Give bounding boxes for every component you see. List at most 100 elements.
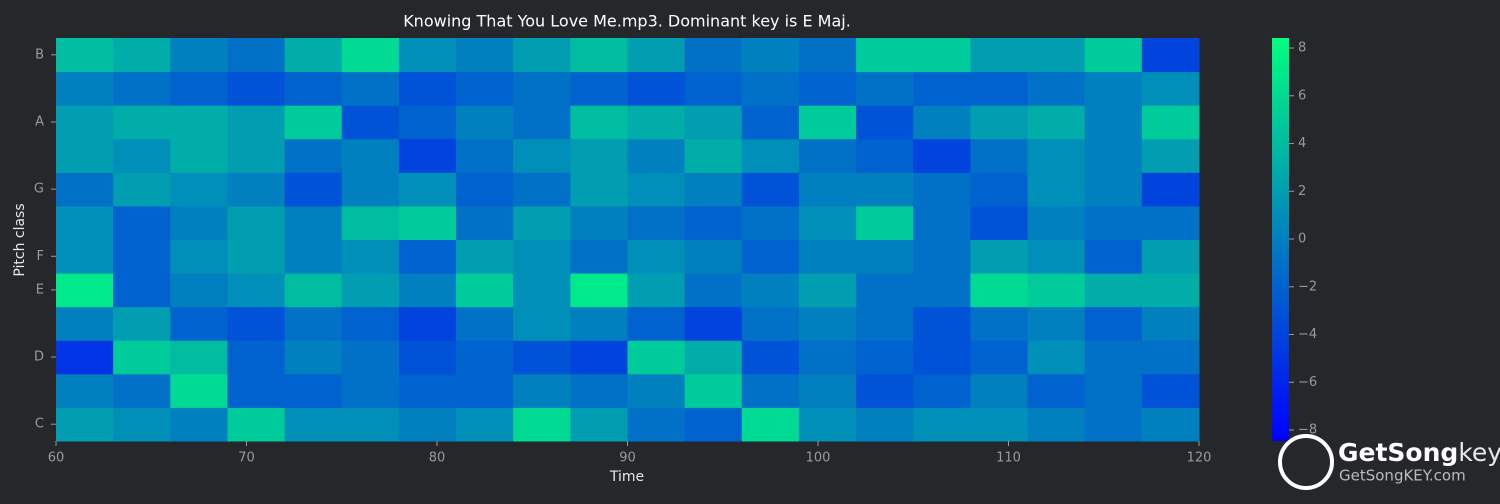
heat-cell — [627, 205, 686, 240]
heat-cell — [1027, 172, 1086, 207]
heat-cell — [570, 407, 628, 442]
heat-cell — [1141, 205, 1200, 240]
heat-cell — [513, 407, 571, 442]
x-tick-label: 90 — [619, 451, 636, 466]
heat-cell — [170, 340, 228, 375]
heat-cell — [113, 273, 171, 308]
heat-cell — [398, 273, 457, 308]
heat-cell — [341, 273, 400, 308]
heat-cell — [513, 138, 571, 173]
heat-cell — [1084, 239, 1143, 274]
heat-cell — [284, 239, 343, 274]
heat-cell — [227, 407, 286, 442]
heat-cell — [284, 373, 343, 408]
heat-cell — [798, 340, 857, 375]
heat-cell — [513, 105, 571, 140]
heat-cell — [970, 38, 1029, 73]
y-tick-label: A — [35, 114, 44, 129]
heat-cell — [570, 138, 628, 173]
heat-cell — [913, 340, 971, 375]
heat-cell — [341, 306, 400, 341]
heat-cell — [798, 71, 857, 106]
heat-cell — [570, 373, 628, 408]
heat-cell — [170, 373, 228, 408]
heat-cell — [456, 205, 514, 240]
heat-cell — [856, 205, 914, 240]
heat-cell — [741, 306, 800, 341]
heat-cell — [1084, 373, 1143, 408]
heat-cell — [1141, 71, 1200, 106]
y-tick-label: C — [35, 417, 44, 432]
heat-cell — [398, 138, 457, 173]
heat-cell — [456, 138, 514, 173]
heat-cell — [570, 172, 628, 207]
heat-cell — [513, 172, 571, 207]
heat-cell — [798, 373, 857, 408]
heat-cell — [741, 407, 800, 442]
heat-cell — [627, 71, 686, 106]
colorbar-tick-label: −4 — [1298, 327, 1317, 342]
heat-cell — [684, 38, 743, 73]
y-tick-label: B — [35, 47, 44, 62]
heat-cell — [1027, 239, 1086, 274]
heat-cell — [56, 340, 114, 375]
heat-cell — [1084, 105, 1143, 140]
heat-cell — [684, 373, 743, 408]
y-tick-label: E — [36, 282, 44, 297]
heat-cell — [56, 71, 114, 106]
heat-cell — [798, 239, 857, 274]
heat-cell — [570, 38, 628, 73]
heat-cell — [741, 205, 800, 240]
heat-cell — [398, 239, 457, 274]
heat-cell — [341, 205, 400, 240]
heat-cell — [398, 172, 457, 207]
heat-cell — [741, 273, 800, 308]
heat-cell — [456, 340, 514, 375]
heat-cell — [341, 239, 400, 274]
heat-cell — [856, 407, 914, 442]
x-tick-label: 70 — [238, 451, 255, 466]
colorbar-tick-label: −8 — [1298, 423, 1317, 438]
heat-cell — [1084, 407, 1143, 442]
heat-cell — [513, 205, 571, 240]
heat-cell — [113, 239, 171, 274]
heat-cell — [284, 407, 343, 442]
heat-cell — [856, 138, 914, 173]
heat-cell — [456, 239, 514, 274]
heat-cell — [113, 138, 171, 173]
heat-cell — [856, 273, 914, 308]
heat-cell — [684, 71, 743, 106]
heat-cell — [227, 373, 286, 408]
heat-cell — [227, 273, 286, 308]
heat-cell — [1027, 340, 1086, 375]
heat-cell — [513, 373, 571, 408]
heat-cell — [570, 105, 628, 140]
heat-cell — [341, 105, 400, 140]
heat-cell — [513, 239, 571, 274]
heat-cell — [398, 205, 457, 240]
heat-cell — [627, 373, 686, 408]
heat-cell — [113, 38, 171, 73]
logo: GetSongkey GetSongKEY.com — [1278, 434, 1500, 490]
heat-cell — [341, 407, 400, 442]
heat-cell — [513, 340, 571, 375]
brand: GetSongkey — [1338, 438, 1500, 467]
heat-cell — [170, 205, 228, 240]
heat-cell — [456, 71, 514, 106]
heat-cell — [1141, 407, 1200, 442]
heat-cell — [1141, 172, 1200, 207]
heat-cell — [570, 239, 628, 274]
heat-cell — [513, 273, 571, 308]
heat-cell — [684, 205, 743, 240]
heat-cell — [56, 407, 114, 442]
colorbar-tick-label: 8 — [1298, 41, 1306, 56]
heat-cell — [284, 172, 343, 207]
heat-cell — [970, 172, 1029, 207]
heat-cell — [741, 239, 800, 274]
heat-cell — [970, 340, 1029, 375]
heat-cell — [56, 306, 114, 341]
heat-cell — [456, 172, 514, 207]
heat-cell — [798, 306, 857, 341]
heat-cell — [1084, 71, 1143, 106]
